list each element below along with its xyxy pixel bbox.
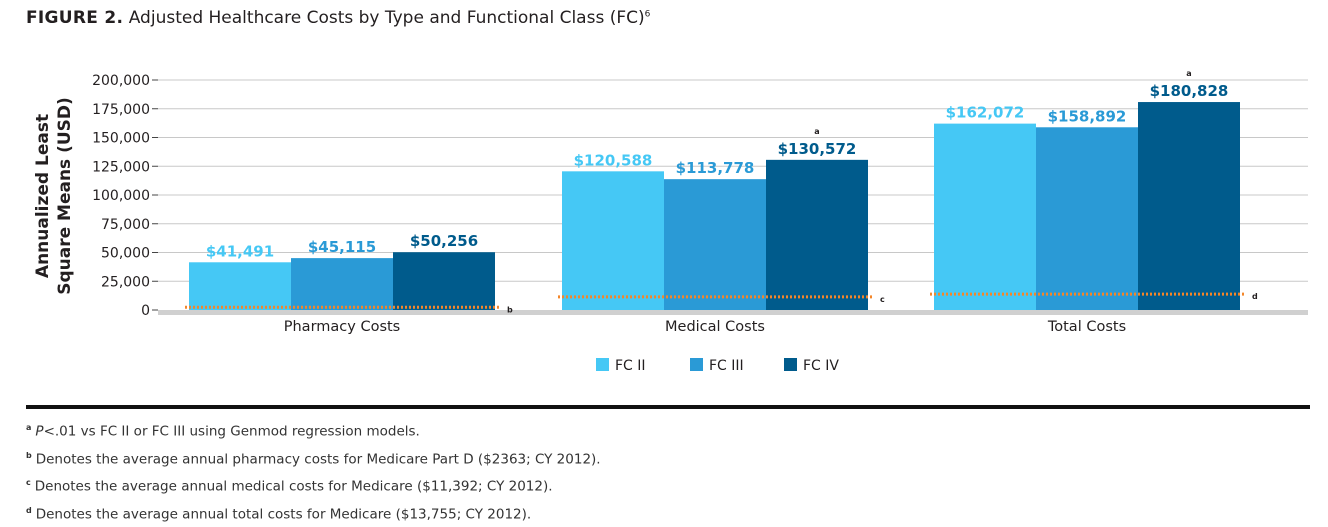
figure-title: FIGURE 2. Adjusted Healthcare Costs by T… (26, 8, 650, 28)
footnote-text: Denotes the average annual medical costs… (34, 478, 553, 495)
y-tick-label: 125,000 (92, 159, 150, 175)
divider (26, 405, 1310, 409)
bar-fc-iv (1138, 102, 1240, 311)
data-label: $41,491 (206, 242, 274, 260)
footnote-d: d Denotes the average annual total costs … (26, 499, 601, 527)
footnote-text: <.01 vs FC II or FC III using Genmod reg… (43, 423, 420, 440)
y-tick-label: 50,000 (101, 246, 150, 262)
bar-chart: 0 25,000 50,000 75,000 100,000 125,000 150,000… (33, 69, 1308, 374)
footnote-text: Denotes the average annual total costs f… (35, 506, 532, 523)
y-tick-label: 175,000 (92, 102, 150, 118)
data-label: $162,072 (946, 104, 1025, 122)
data-label: $120,588 (574, 151, 653, 169)
footnote-mark: c (26, 478, 31, 488)
footnote-b: b Denotes the average annual pharmacy cos… (26, 444, 601, 472)
y-axis-label-line: Annualized Least (33, 114, 53, 278)
y-tick-label: 25,000 (101, 274, 150, 290)
bar-fc-iv (393, 252, 495, 310)
category-label: Medical Costs (665, 319, 765, 335)
data-label: $158,892 (1048, 107, 1127, 125)
y-tick-label: 0 (141, 303, 150, 319)
reference-mark: c (880, 295, 885, 304)
bar-fc-iv (766, 159, 868, 310)
bar-fc-ii (562, 171, 664, 310)
bar-fc-iii (664, 179, 766, 310)
footnote-a: a P<.01 vs FC II or FC III using Genmod r… (26, 416, 601, 444)
data-label: $50,256 (410, 232, 478, 250)
y-tick-label: 200,000 (92, 73, 150, 89)
legend-label: FC II (615, 358, 646, 374)
legend-swatch (596, 358, 609, 371)
footnote-text: Denotes the average annual pharmacy cost… (35, 451, 601, 468)
significance-mark: a (814, 127, 819, 136)
figure-title-text: Adjusted Healthcare Costs by Type and Fu… (128, 8, 645, 28)
legend-label: FC IV (803, 358, 839, 374)
bar-fc-ii (189, 262, 291, 310)
category-label: Total Costs (1047, 319, 1126, 335)
footnote-italic: P (35, 423, 44, 440)
data-label: $130,572 (778, 140, 857, 158)
footnote-c: c Denotes the average annual medical cost… (26, 471, 601, 499)
category-label: Pharmacy Costs (284, 319, 401, 335)
figure-title-reference: 6 (644, 9, 651, 20)
legend-swatch (784, 358, 797, 371)
legend-label: FC III (709, 358, 744, 374)
significance-mark: a (1186, 69, 1191, 78)
y-axis-label: Annualized Least Square Means (USD) (33, 97, 75, 295)
data-label: $113,778 (676, 159, 755, 177)
footnotes: a P<.01 vs FC II or FC III using Genmod r… (26, 416, 601, 527)
bar-fc-iii (291, 258, 393, 310)
y-tick-label: 100,000 (92, 188, 150, 204)
y-tick-label: 75,000 (101, 217, 150, 233)
bar-fc-ii (934, 123, 1036, 310)
footnote-mark: d (26, 506, 32, 516)
bar-fc-iii (1036, 127, 1138, 310)
data-label: $180,828 (1150, 82, 1229, 100)
reference-mark: d (1252, 292, 1258, 301)
footnote-mark: a (26, 423, 32, 432)
legend-swatch (690, 358, 703, 371)
figure-label: FIGURE 2. (26, 8, 124, 28)
x-axis-baseline (158, 310, 1308, 315)
reference-mark: b (507, 305, 513, 314)
data-label: $45,115 (308, 238, 376, 256)
y-axis-label-line: Square Means (USD) (55, 97, 75, 295)
y-tick-label: 150,000 (92, 131, 150, 147)
footnote-mark: b (26, 450, 32, 460)
